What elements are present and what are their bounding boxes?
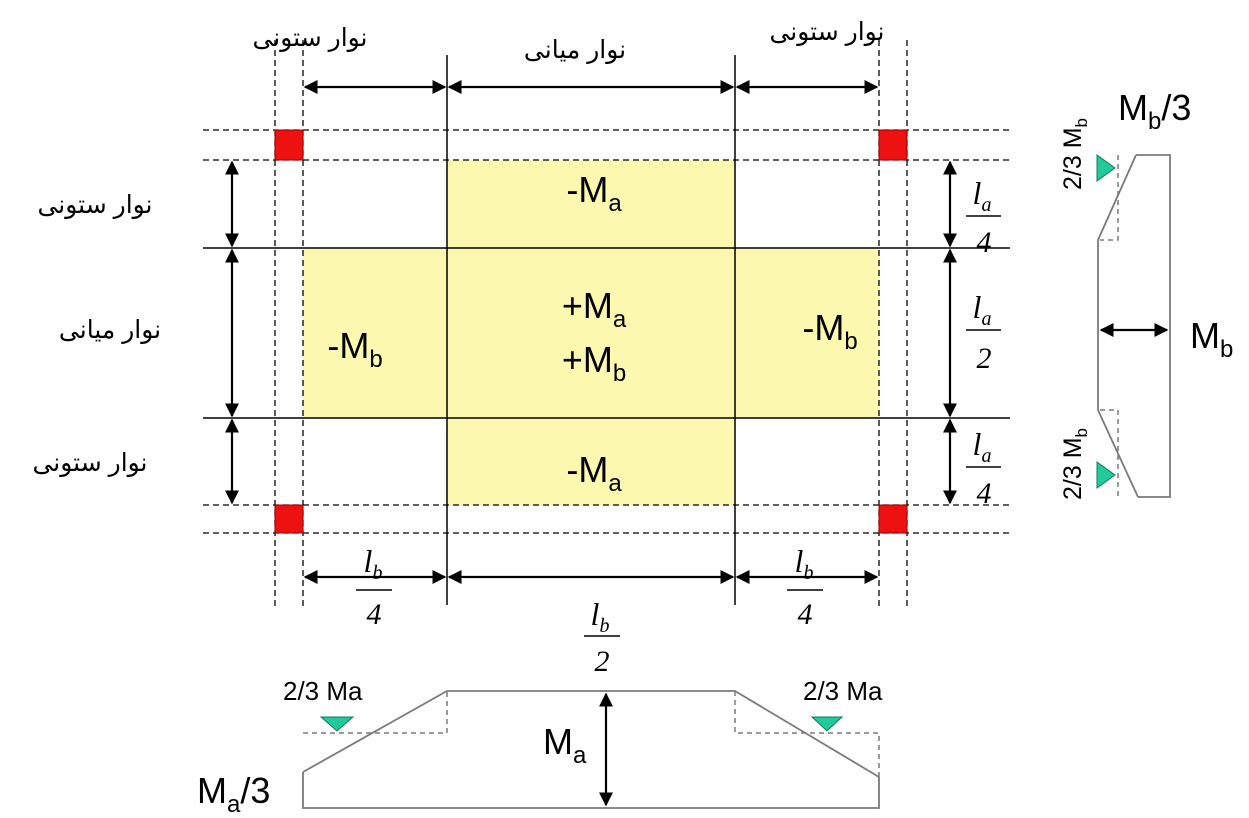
ma-third-label: Ma/3 (197, 770, 270, 818)
lb-quarter-right: lb 4 (787, 543, 823, 631)
svg-text:lb: lb (364, 543, 383, 584)
neg-ma-top-label: -Ma (566, 169, 622, 217)
svg-text:lb: lb (591, 596, 610, 637)
svg-text:la: la (973, 175, 992, 216)
pos-mb-label: +Mb (562, 339, 626, 387)
two-thirds-mb-bottom-label: 2/3 Mb (1059, 428, 1091, 500)
svg-text:4: 4 (798, 598, 813, 631)
svg-text:4: 4 (977, 226, 992, 259)
neg-ma-bottom-label: -Ma (566, 449, 622, 497)
la-quarter-top: la 4 (966, 175, 1001, 259)
marker-icon-ma-right (810, 716, 844, 732)
column-strip-label-left-bottom: نوار ستونی (32, 449, 147, 477)
svg-text:la: la (973, 289, 992, 330)
la-dimension-fractions: la 4 la 2 la 4 (966, 175, 1001, 510)
lb-quarter-left: lb 4 (356, 543, 392, 631)
column-strip-label-top-right: نوار ستونی (769, 18, 884, 46)
two-thirds-mb-top-label: 2/3 Mb (1059, 118, 1091, 190)
column-bottom-right (878, 504, 908, 534)
svg-text:4: 4 (977, 477, 992, 510)
la-half: la 2 (966, 289, 1001, 375)
marker-icon-mb-top (1096, 154, 1116, 182)
two-thirds-ma-right-label: 2/3 Ma (803, 676, 883, 706)
moment-panels (303, 160, 879, 505)
two-thirds-ma-left-label: 2/3 Ma (283, 676, 363, 706)
strip-width-arrows (225, 80, 957, 584)
ma-distribution-diagram: Ma 2/3 Ma 2/3 Ma Ma/3 (197, 676, 883, 818)
lb-dimension-fractions: lb 4 lb 2 lb 4 (356, 543, 823, 678)
column-strip-label-top-left: نوار ستونی (252, 24, 367, 52)
panel-top-middle (447, 160, 735, 248)
lb-half: lb 2 (584, 596, 620, 678)
svg-text:lb: lb (795, 543, 814, 584)
svg-text:4: 4 (367, 598, 382, 631)
la-quarter-bottom: la 4 (966, 426, 1001, 510)
neg-mb-left-label: -Mb (327, 325, 382, 373)
strip-labels: نوار ستونی نوار میانی نوار ستونی نوار ست… (32, 18, 884, 477)
column-top-left (274, 129, 304, 161)
middle-strip-label-top: نوار میانی (524, 36, 626, 64)
svg-text:2: 2 (977, 342, 992, 375)
mb-distribution-diagram: Mb/3 Mb 2/3 Mb 2/3 Mb (1059, 87, 1233, 500)
column-top-right (878, 129, 908, 161)
strip-boundary-lines (203, 55, 1010, 605)
mb-mid-label: Mb (1190, 315, 1233, 363)
marker-icon-ma-left (319, 716, 355, 732)
ma-mid-label: Ma (543, 721, 587, 769)
columns (274, 129, 908, 534)
panel-moment-labels: -Ma +Ma +Mb -Ma -Mb -Mb (327, 169, 857, 497)
column-bottom-left (274, 504, 304, 534)
neg-mb-right-label: -Mb (802, 307, 857, 355)
svg-text:la: la (973, 426, 992, 467)
panel-center-band (303, 248, 879, 418)
panel-bottom-middle (447, 418, 735, 505)
middle-strip-label-left: نوار میانی (59, 316, 161, 344)
column-strip-label-left-top: نوار ستونی (37, 191, 152, 219)
pos-ma-label: +Ma (562, 285, 627, 333)
svg-text:2: 2 (595, 645, 610, 678)
marker-icon-mb-bottom (1096, 461, 1116, 489)
mb-third-label: Mb/3 (1118, 87, 1191, 135)
